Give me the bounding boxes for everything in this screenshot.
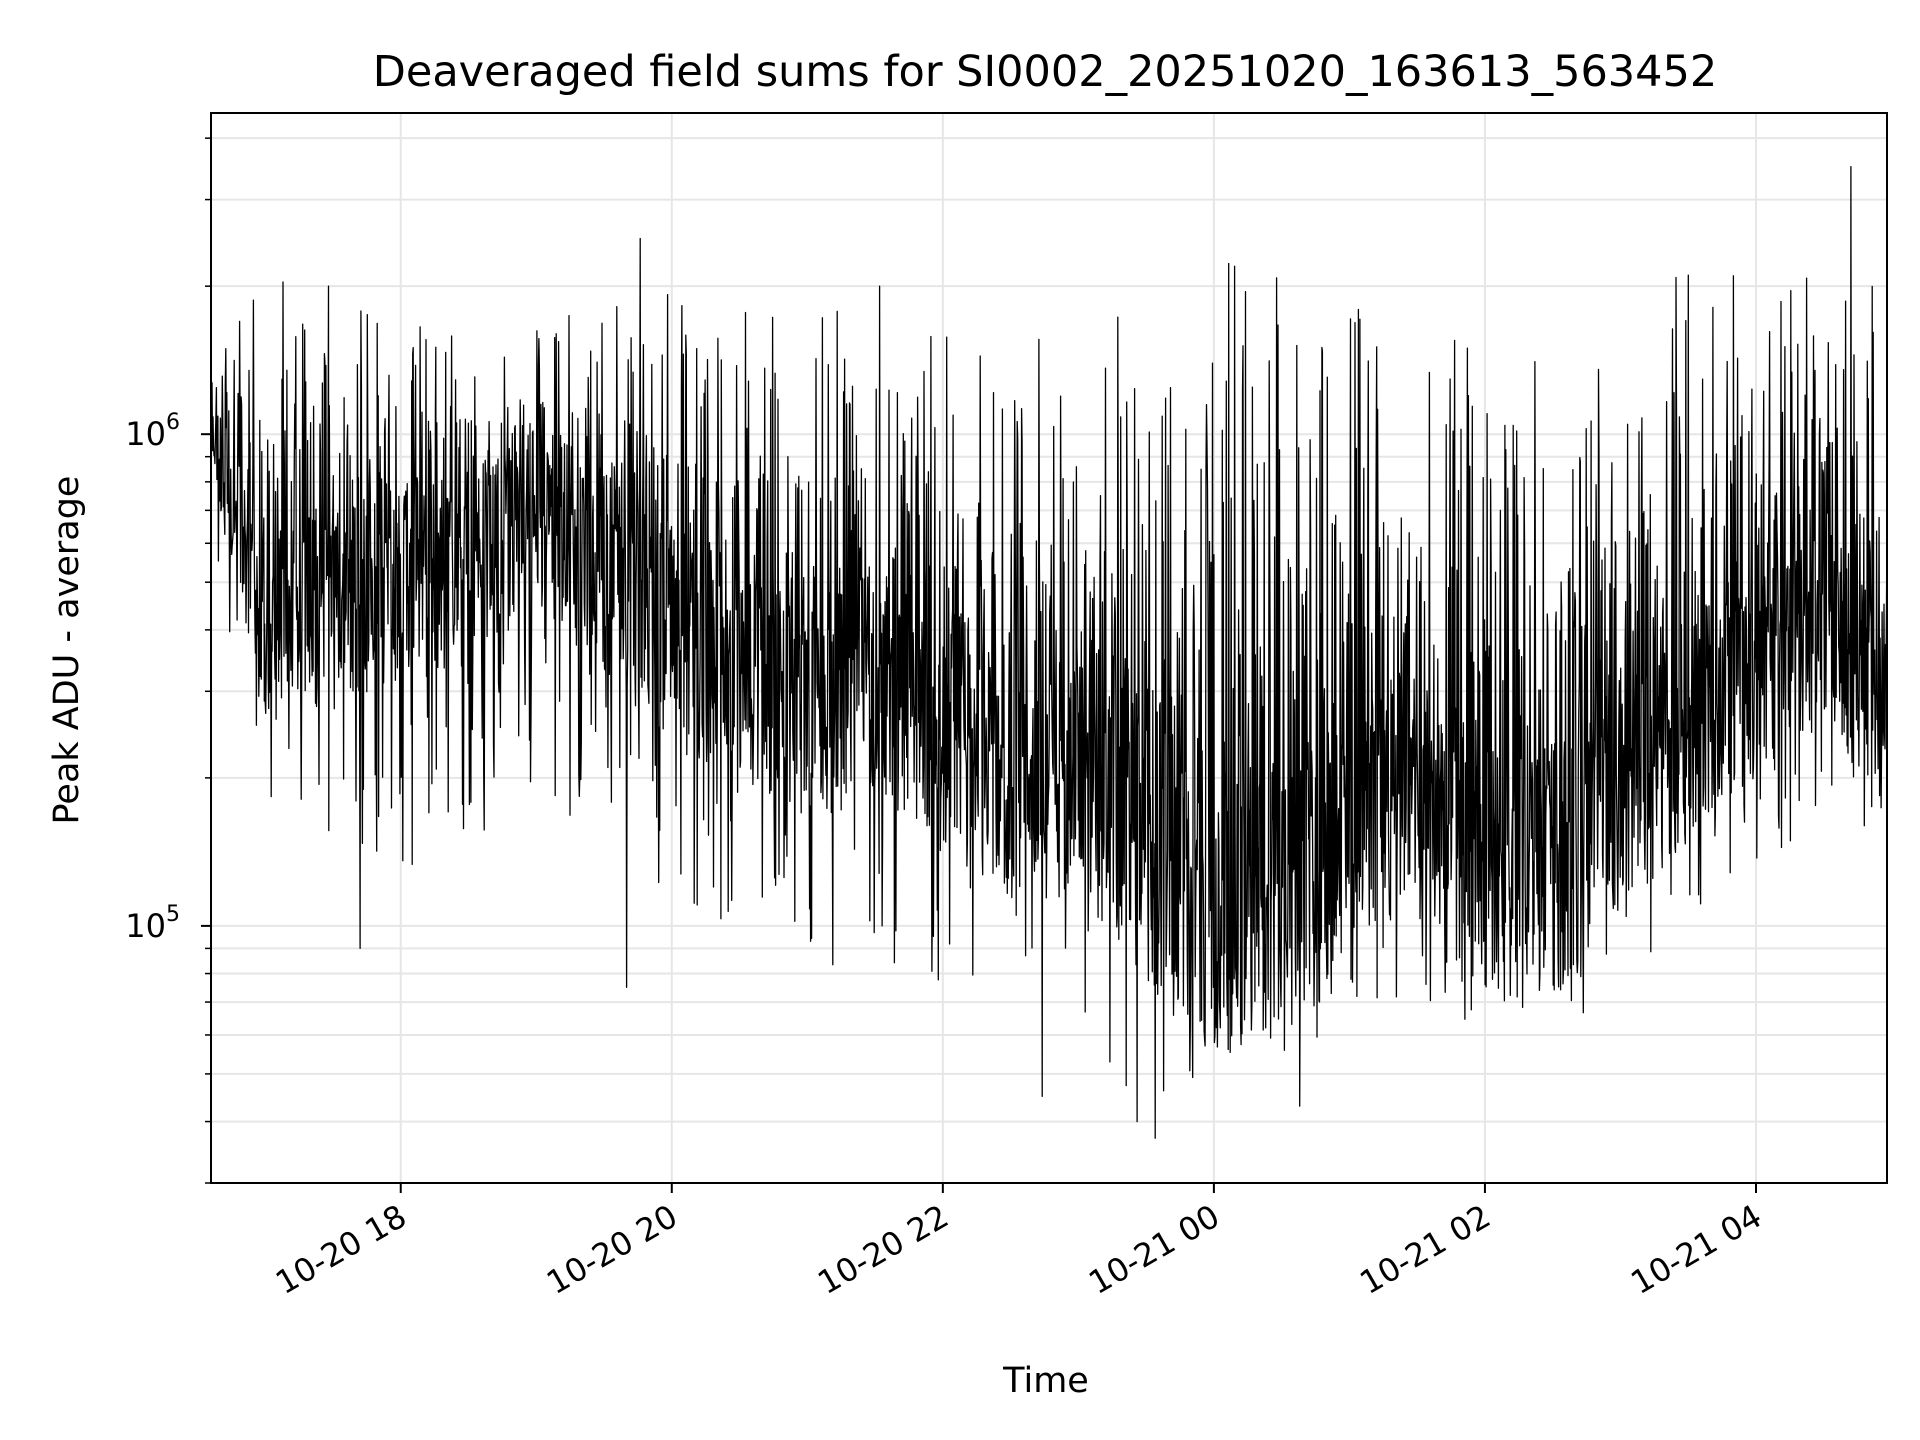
y-tick-label-base: 10	[125, 907, 166, 945]
x-axis-title: Time	[1002, 1361, 1089, 1401]
y-tick-label-base: 10	[125, 415, 166, 453]
chart-title: Deaveraged field sums for SI0002_2025102…	[373, 47, 1718, 97]
series-line	[210, 166, 1888, 1139]
y-tick-label-exponent: 6	[166, 410, 180, 435]
y-tick-label: 105	[125, 902, 180, 945]
y-axis-title: Peak ADU - average	[47, 476, 87, 825]
plot-frame	[210, 112, 1888, 1184]
y-tick-label-exponent: 5	[166, 902, 180, 927]
data-layer	[210, 166, 1888, 1139]
y-tick-label: 106	[125, 410, 180, 453]
